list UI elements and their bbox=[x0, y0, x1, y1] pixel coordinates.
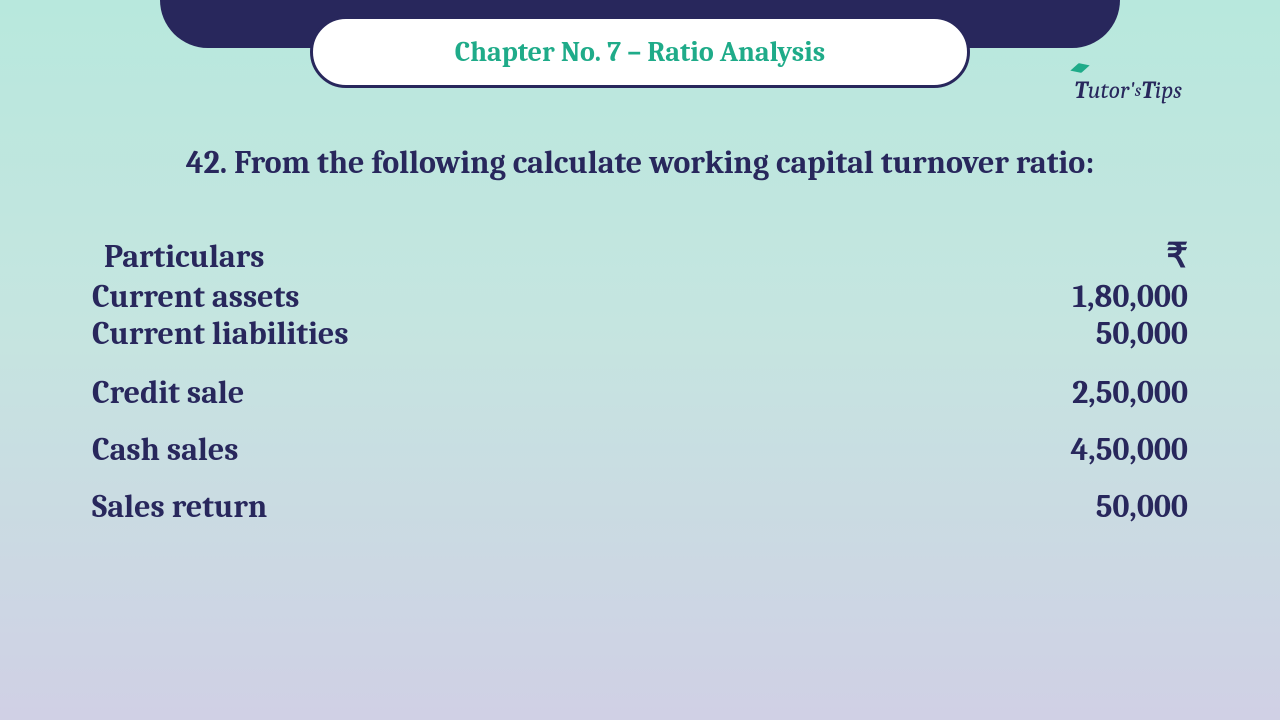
row-label: Current assets bbox=[92, 278, 299, 315]
rupee-icon: ₹ bbox=[1166, 236, 1188, 276]
row-label: Cash sales bbox=[92, 431, 238, 468]
table-row: Credit sale 2,50,000 bbox=[92, 374, 1188, 411]
table-row: Cash sales 4,50,000 bbox=[92, 431, 1188, 468]
logo-part-ips: ips bbox=[1155, 76, 1182, 104]
particulars-table: Particulars ₹ Current assets 1,80,000 Cu… bbox=[92, 236, 1188, 525]
header-label: Particulars bbox=[104, 238, 264, 275]
grad-cap-icon bbox=[1069, 61, 1091, 76]
chapter-title: Chapter No. 7 – Ratio Analysis bbox=[455, 36, 825, 68]
brand-logo: Tutor'sTips bbox=[1074, 76, 1182, 104]
table-header-row: Particulars ₹ bbox=[92, 236, 1188, 276]
row-value: 1,80,000 bbox=[1072, 278, 1188, 315]
row-label: Current liabilities bbox=[92, 315, 349, 352]
logo-part-utor: utor' bbox=[1088, 76, 1135, 104]
table-row: Current liabilities 50,000 bbox=[92, 315, 1188, 352]
question-text: 42. From the following calculate working… bbox=[105, 144, 1175, 181]
row-label: Credit sale bbox=[92, 374, 244, 411]
logo-part-t2: T bbox=[1141, 76, 1155, 104]
chapter-pill: Chapter No. 7 – Ratio Analysis bbox=[310, 16, 970, 88]
table-row: Current assets 1,80,000 bbox=[92, 278, 1188, 315]
row-value: 50,000 bbox=[1096, 488, 1188, 525]
row-value: 50,000 bbox=[1096, 315, 1188, 352]
row-label: Sales return bbox=[92, 488, 267, 525]
row-value: 4,50,000 bbox=[1071, 431, 1188, 468]
table-row: Sales return 50,000 bbox=[92, 488, 1188, 525]
logo-part-s: s bbox=[1135, 80, 1142, 101]
logo-part-t1: T bbox=[1074, 76, 1088, 104]
row-value: 2,50,000 bbox=[1072, 374, 1188, 411]
